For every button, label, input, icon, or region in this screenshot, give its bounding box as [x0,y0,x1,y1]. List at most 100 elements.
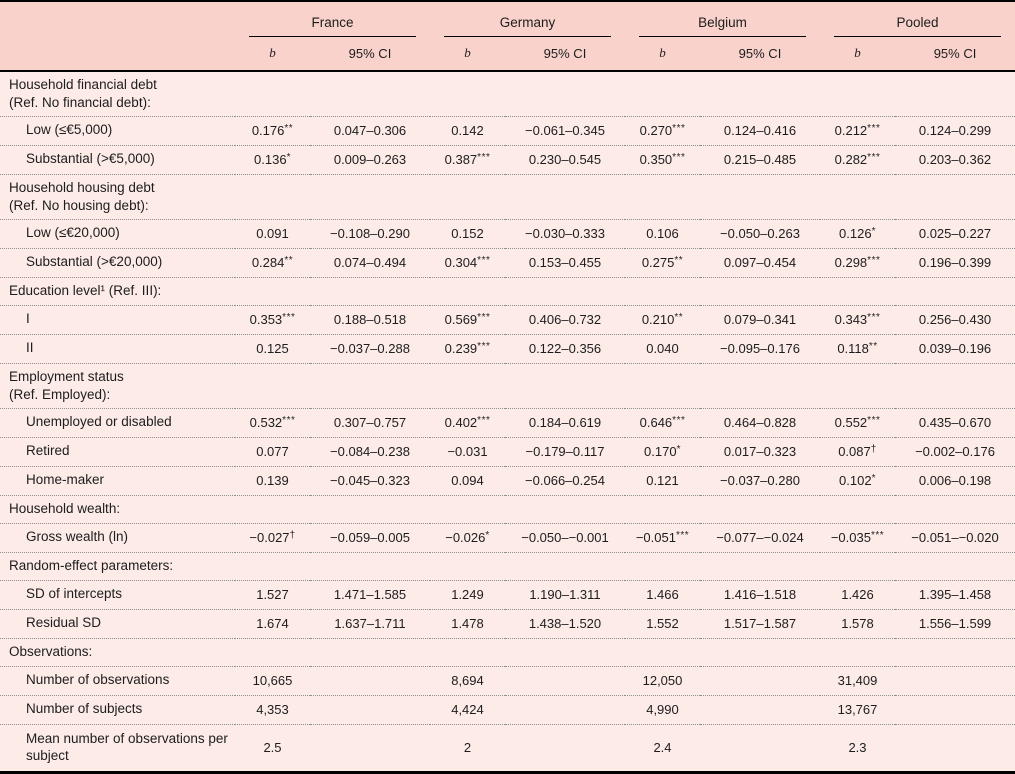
corner-cell [0,1,235,37]
group-label: Belgium [639,6,806,37]
significance-marker: ** [674,255,684,266]
b-value: 0.298*** [820,247,895,277]
ci-value: 1.471–1.585 [310,579,430,609]
ci-value: 1.190–1.311 [505,579,625,609]
ci-value: 0.153–0.455 [505,247,625,277]
b-value: 0.569*** [430,304,505,334]
significance-marker: *** [477,255,491,266]
coefficient: −0.027 [249,530,290,545]
b-value: 0.121 [625,465,700,495]
b-value: 13,767 [820,694,895,724]
b-value: 0.532*** [235,407,310,437]
section-label: Household housing debt (Ref. No housing d… [0,173,1015,219]
coefficient: 0.212 [834,123,868,138]
significance-marker: * [871,226,876,237]
b-column-header: b [820,37,895,72]
ci-value: 0.256–0.430 [895,304,1015,334]
data-row: II 0.125 −0.037–0.288 0.239*** 0.122–0.356 0.… [0,333,1015,363]
row-label: Number of observations [0,665,235,695]
coefficient: 0.646 [639,415,673,430]
section-row: Education level¹ (Ref. III): [0,276,1015,305]
column-group-france: France [235,1,430,37]
coefficient: 0.402 [444,415,478,430]
row-label: Low (≤€20,000) [0,218,235,248]
b-value: 0.212*** [820,115,895,145]
b-value: −0.051*** [625,522,700,552]
section-row: Random-effect parameters: [0,551,1015,580]
ci-value: 0.097–0.454 [700,247,820,277]
ci-value: 0.406–0.732 [505,304,625,334]
significance-marker: *** [867,415,881,426]
coefficient: 0.353 [249,312,283,327]
row-label: Residual SD [0,608,235,638]
significance-marker: * [676,444,681,455]
row-label: SD of intercepts [0,579,235,609]
ci-value: −0.002–0.176 [895,436,1015,466]
coefficient: 1.578 [841,616,874,631]
coefficient: 13,767 [837,702,878,717]
coefficient: 0.343 [834,312,868,327]
ci-value: 1.517–1.587 [700,608,820,638]
ci-value: 1.438–1.520 [505,608,625,638]
b-value: 31,409 [820,665,895,695]
coefficient: 2.3 [848,740,867,755]
ci-value: 0.074–0.494 [310,247,430,277]
coefficient: 1.552 [646,616,679,631]
coefficient: 1.527 [256,587,289,602]
coefficient: 0.350 [639,152,673,167]
b-value: 0.102* [820,465,895,495]
coefficient: −0.026 [445,530,486,545]
row-label: II [0,333,235,363]
b-value: 12,050 [625,665,700,695]
ci-value: −0.179–0.117 [505,436,625,466]
significance-marker: *** [282,312,296,323]
coefficient: 0.239 [444,341,478,356]
b-value: 0.142 [430,115,505,145]
significance-marker: † [289,530,296,541]
section-label-line1: Employment status [9,368,124,384]
data-row: Low (≤€5,000) 0.176** 0.047–0.306 0.142 −0.0… [0,115,1015,145]
ci-value: 0.124–0.299 [895,115,1015,145]
group-label: France [249,6,416,37]
significance-marker: *** [867,255,881,266]
b-value: −0.031 [430,436,505,466]
ci-value [895,694,1015,724]
significance-marker: *** [870,530,885,541]
section-label-line1: Household financial debt [9,76,157,92]
b-value: 1.249 [430,579,505,609]
coefficient: 0.126 [839,226,872,241]
b-value: 2 [430,723,505,772]
b-value: 0.170* [625,436,700,466]
ci-value: 0.203–0.362 [895,144,1015,174]
coefficient: 0.282 [834,152,868,167]
b-value: −0.027† [235,522,310,552]
coefficient: 0.298 [834,255,868,270]
data-row: Gross wealth (ln) −0.027† −0.059–0.005 −0.0… [0,522,1015,552]
ci-value: 0.188–0.518 [310,304,430,334]
ci-value: −0.108–0.290 [310,218,430,248]
coefficient: 2 [463,740,472,755]
significance-marker: ** [674,312,684,323]
ci-value: −0.066–0.254 [505,465,625,495]
section-label: Household financial debt (Ref. No financi… [0,71,1015,116]
ci-value: −0.059–0.005 [310,522,430,552]
coefficient: 0.387 [444,152,478,167]
data-row: Residual SD 1.674 1.637–1.711 1.478 1.438–1.… [0,608,1015,638]
coefficient: 0.532 [249,415,283,430]
coefficient: 1.674 [256,616,289,631]
b-value: 1.578 [820,608,895,638]
ci-value [310,694,430,724]
coefficient: 0.102 [839,473,872,488]
significance-marker: *** [672,415,686,426]
section-label-line2: (Ref. No housing debt): [9,197,149,213]
ci-value: 0.307–0.757 [310,407,430,437]
section-row: Household financial debt (Ref. No financi… [0,71,1015,116]
significance-marker: *** [867,123,881,134]
b-value: 0.275** [625,247,700,277]
subheader-row: b 95% CI b 95% CI b 95% CI b 95% CI [0,37,1015,72]
coefficient: 0.270 [639,123,673,138]
coefficient: 12,050 [642,673,683,688]
data-row: Home-maker 0.139 −0.045–0.323 0.094 −0.066–0… [0,465,1015,495]
data-row: Number of subjects 4,353 4,424 4,990 13,767 [0,694,1015,724]
coefficient: 2.5 [263,740,282,755]
